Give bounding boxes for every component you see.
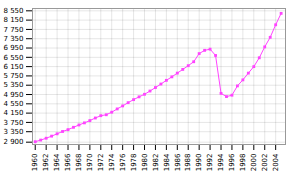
svg-text:7 350: 7 350 [3, 35, 23, 43]
svg-text:7 750: 7 750 [3, 26, 23, 34]
svg-text:1998: 1998 [239, 154, 247, 172]
svg-text:1980: 1980 [141, 154, 149, 172]
svg-text:1974: 1974 [108, 153, 116, 171]
svg-text:2002: 2002 [261, 154, 269, 172]
svg-text:2004: 2004 [272, 153, 280, 171]
svg-text:4 950: 4 950 [3, 91, 23, 99]
svg-text:2 900: 2 900 [3, 138, 23, 146]
svg-text:1996: 1996 [228, 153, 236, 171]
svg-text:1968: 1968 [75, 154, 83, 172]
svg-text:1976: 1976 [119, 153, 127, 171]
svg-text:1982: 1982 [152, 154, 160, 172]
svg-text:4 550: 4 550 [3, 100, 23, 108]
svg-text:1960: 1960 [31, 154, 39, 172]
svg-text:1986: 1986 [174, 153, 182, 171]
svg-text:1990: 1990 [195, 154, 203, 172]
svg-text:1978: 1978 [130, 154, 138, 172]
svg-text:3 750: 3 750 [3, 119, 23, 127]
svg-text:1972: 1972 [97, 154, 105, 172]
svg-text:6 150: 6 150 [3, 63, 23, 71]
svg-text:1970: 1970 [86, 154, 94, 172]
svg-text:1962: 1962 [42, 154, 50, 172]
svg-text:8 150: 8 150 [3, 16, 23, 24]
svg-text:1984: 1984 [163, 153, 171, 171]
svg-text:8 550: 8 550 [3, 7, 23, 15]
svg-text:1994: 1994 [217, 153, 225, 171]
svg-text:3 350: 3 350 [3, 128, 23, 136]
svg-text:1988: 1988 [184, 154, 192, 172]
svg-text:1964: 1964 [53, 153, 61, 171]
svg-text:4 150: 4 150 [3, 109, 23, 117]
svg-text:6 550: 6 550 [3, 54, 23, 62]
svg-text:6 950: 6 950 [3, 44, 23, 52]
svg-text:5 750: 5 750 [3, 72, 23, 80]
svg-text:5 350: 5 350 [3, 81, 23, 89]
svg-text:2000: 2000 [250, 154, 258, 172]
svg-text:1992: 1992 [206, 154, 214, 172]
svg-text:1966: 1966 [64, 153, 72, 171]
